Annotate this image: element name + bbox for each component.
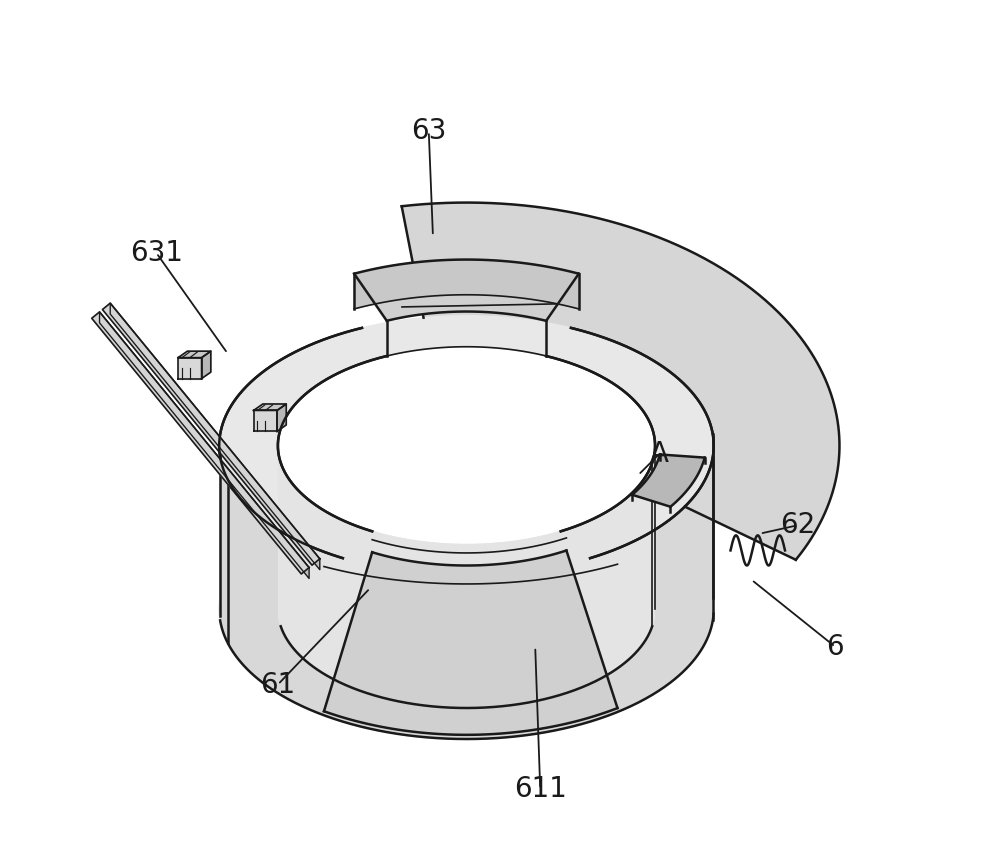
Polygon shape [254,410,277,431]
Polygon shape [354,260,579,309]
Polygon shape [102,303,320,565]
Text: 631: 631 [130,239,183,267]
Text: A: A [650,440,669,468]
Polygon shape [277,404,286,431]
Text: 611: 611 [514,775,567,803]
Polygon shape [178,357,202,378]
Polygon shape [100,312,309,579]
Text: 63: 63 [411,117,446,145]
Polygon shape [354,260,579,320]
Polygon shape [324,551,617,735]
Text: 62: 62 [780,511,815,539]
Polygon shape [92,312,309,574]
Polygon shape [219,434,714,739]
Polygon shape [110,303,320,569]
Polygon shape [178,352,211,357]
Text: 6: 6 [826,632,844,661]
Polygon shape [219,315,714,575]
Text: 61: 61 [260,670,295,699]
Polygon shape [202,352,211,378]
Polygon shape [279,454,654,708]
Polygon shape [402,203,839,560]
Polygon shape [254,404,286,410]
Polygon shape [632,454,705,507]
